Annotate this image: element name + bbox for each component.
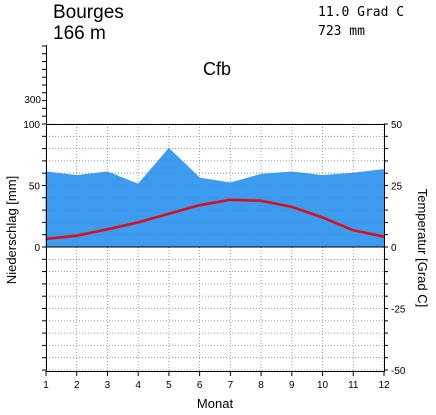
climate-classification: Cfb bbox=[203, 59, 231, 79]
x-tick-label: 7 bbox=[228, 380, 234, 391]
left-tick-label: 0 bbox=[34, 243, 40, 254]
x-tick-label: 12 bbox=[378, 380, 390, 391]
right-tick-label: -25 bbox=[391, 305, 406, 316]
x-tick-label: 5 bbox=[166, 380, 172, 391]
mean-temperature: 11.0 Grad C bbox=[318, 5, 404, 20]
temperature-series bbox=[45, 198, 385, 241]
annual-precipitation: 723 mm bbox=[318, 24, 365, 39]
plot-frame bbox=[46, 124, 385, 372]
right-tick-label: 25 bbox=[391, 182, 403, 193]
x-tick-label: 11 bbox=[348, 380, 359, 391]
x-tick-label: 2 bbox=[74, 380, 80, 391]
temperature-line bbox=[45, 198, 385, 241]
right-axis-label: Temperatur [Grad C] bbox=[415, 189, 430, 308]
x-tick-label: 4 bbox=[135, 380, 141, 391]
station-name: Bourges bbox=[53, 2, 124, 23]
station-elevation: 166 m bbox=[53, 23, 106, 44]
right-tick-label: 0 bbox=[391, 243, 397, 254]
x-tick-label: 3 bbox=[105, 380, 111, 391]
x-tick-label: 8 bbox=[258, 380, 264, 391]
right-tick-label: 50 bbox=[391, 120, 403, 131]
left-axis-label: Niederschlag [mm] bbox=[4, 176, 19, 284]
upper-axis-ticks bbox=[42, 45, 46, 125]
x-tick-label: 1 bbox=[43, 380, 49, 391]
x-tick-label: 6 bbox=[197, 380, 203, 391]
grid-overlay bbox=[46, 160, 384, 235]
tick-label-precip-300: 300 bbox=[24, 95, 41, 106]
right-tick-label: -50 bbox=[391, 366, 406, 377]
x-tick-label: 9 bbox=[289, 380, 295, 391]
x-axis-label: Monat bbox=[197, 396, 234, 411]
x-tick-label: 10 bbox=[317, 380, 329, 391]
left-tick-label: 100 bbox=[23, 120, 40, 131]
left-tick-label: 50 bbox=[29, 182, 41, 193]
